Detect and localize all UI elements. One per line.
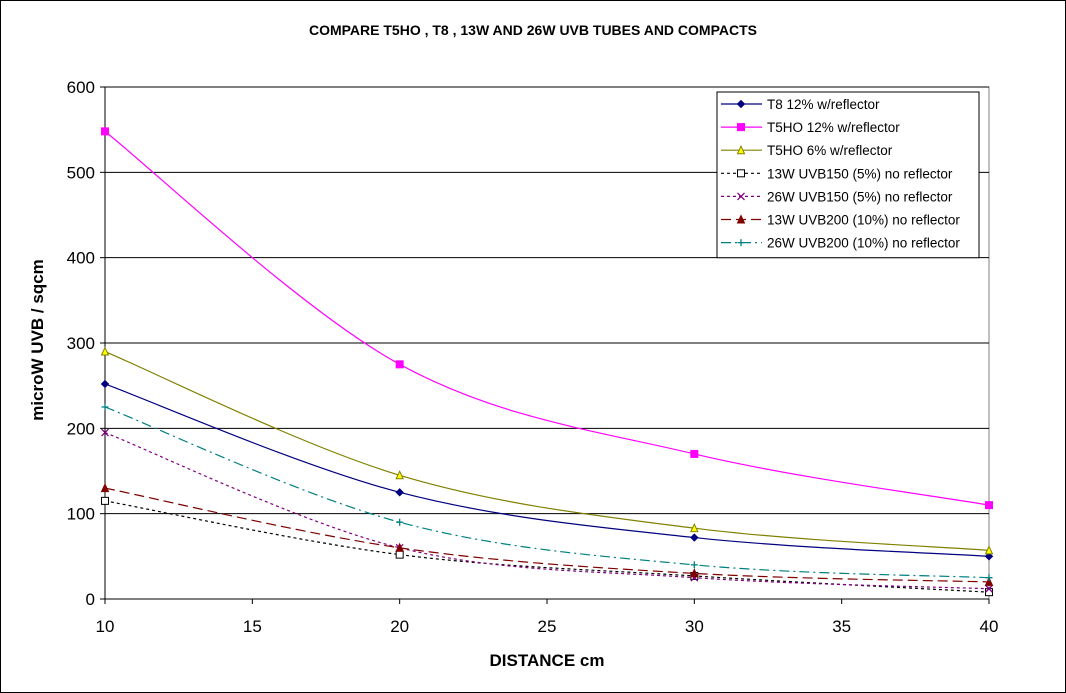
legend-marker-5	[736, 214, 746, 224]
legend-marker-6	[737, 239, 745, 247]
legend-marker-4	[737, 192, 745, 201]
y-tick-label-3: 300	[67, 334, 95, 353]
data-point-0-3	[984, 552, 994, 561]
data-point-6-3	[985, 574, 993, 582]
series-line-4	[104, 432, 990, 590]
y-tick-label-5: 500	[67, 163, 95, 182]
data-point-2-1	[395, 470, 404, 480]
chart-title: COMPARE T5HO , T8 , 13W AND 26W UVB TUBE…	[308, 22, 758, 38]
legend-label-0: T8 12% w/reflector	[767, 97, 880, 112]
x-tick-label-3: 25	[538, 617, 557, 636]
data-point-5-0	[100, 482, 110, 493]
data-point-6-1	[396, 518, 404, 526]
data-point-4-0	[101, 428, 109, 437]
data-point-1-2	[690, 449, 699, 458]
series-line-2	[104, 350, 990, 551]
data-point-5-2	[690, 568, 699, 578]
series-line-6	[104, 406, 990, 579]
legend-marker-1	[737, 123, 745, 132]
data-point-3-1	[395, 550, 404, 559]
legend-label-6: 26W UVB200 (10%) no reflector	[767, 236, 960, 251]
data-point-2-0	[100, 346, 110, 356]
x-tick-label-1: 15	[243, 617, 262, 636]
y-tick-label-2: 200	[67, 419, 95, 438]
data-point-1-3	[985, 501, 993, 510]
x-tick-label-5: 35	[832, 617, 851, 636]
data-point-0-1	[395, 488, 404, 497]
series-line-1	[104, 130, 990, 506]
legend-label-2: T5HO 6% w/reflector	[767, 143, 893, 158]
data-point-0-0	[100, 379, 110, 389]
y-tick-label-4: 400	[67, 249, 95, 268]
data-point-6-2	[690, 561, 698, 569]
y-tick-label-1: 100	[67, 505, 95, 524]
legend	[716, 91, 980, 259]
legend-label-1: T5HO 12% w/reflector	[767, 120, 900, 135]
legend-label-5: 13W UVB200 (10%) no reflector	[767, 213, 960, 228]
data-point-5-3	[984, 576, 994, 586]
legend-label-3: 13W UVB150 (5%) no reflector	[767, 166, 953, 181]
x-tick-label-2: 20	[390, 617, 409, 636]
data-point-2-3	[984, 545, 994, 555]
data-point-2-2	[690, 522, 699, 533]
data-point-3-3	[985, 588, 993, 597]
data-point-3-0	[101, 496, 109, 505]
series-line-0	[104, 383, 990, 557]
x-tick-label-4: 30	[685, 617, 704, 636]
data-point-1-0	[101, 127, 109, 136]
y-tick-label-0: 0	[86, 590, 95, 609]
data-point-4-3	[985, 584, 993, 593]
data-point-1-1	[395, 360, 404, 369]
legend-marker-2	[736, 145, 746, 155]
legend-label-4: 26W UVB150 (5%) no reflector	[767, 189, 953, 204]
data-point-0-2	[690, 533, 699, 542]
x-tick-label-0: 10	[96, 617, 115, 636]
data-point-6-0	[101, 403, 109, 411]
y-tick-label-6: 600	[67, 78, 95, 97]
data-point-5-1	[395, 542, 404, 552]
legend-marker-0	[736, 99, 746, 109]
x-axis-label: DISTANCE cm	[489, 651, 605, 670]
x-tick-label-6: 40	[980, 617, 999, 636]
legend-marker-3	[737, 169, 745, 178]
